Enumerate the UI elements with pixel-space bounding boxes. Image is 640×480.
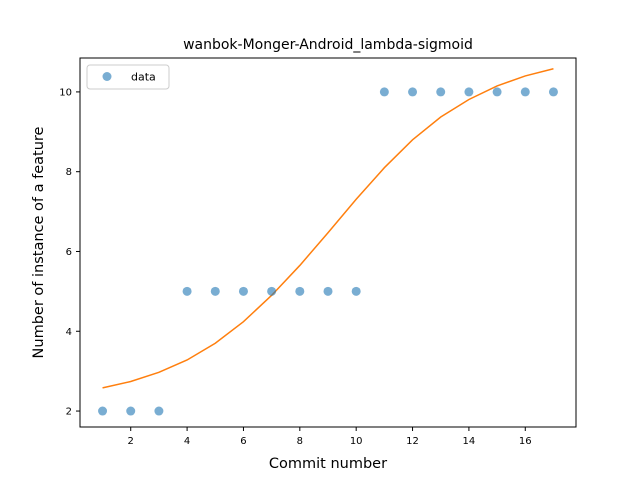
data-point	[408, 87, 418, 97]
plot-frame	[79, 57, 577, 428]
data-point	[267, 286, 277, 296]
data-point	[379, 87, 389, 97]
plot-area	[80, 58, 576, 427]
data-point	[464, 87, 474, 97]
legend-label-data: data	[131, 71, 156, 84]
data-point	[238, 286, 248, 296]
y-tick-label: 4	[66, 327, 72, 338]
x-tick-label: 16	[519, 436, 532, 447]
data-point	[210, 286, 220, 296]
chart-title: wanbok-Monger-Android_lambda-sigmoid	[183, 37, 473, 53]
data-points-layer	[98, 87, 558, 416]
x-axis: 2 4 6 8 10 12 14 16	[128, 427, 532, 447]
legend: data	[86, 64, 170, 90]
data-point	[436, 87, 446, 97]
x-tick-label: 4	[184, 436, 190, 447]
x-tick-label: 10	[350, 436, 363, 447]
data-point	[126, 406, 136, 416]
fit-line	[102, 68, 554, 389]
x-axis-label: Commit number	[269, 456, 387, 472]
data-point	[351, 286, 361, 296]
y-tick-label: 8	[66, 167, 72, 178]
data-point	[182, 286, 192, 296]
legend-box	[86, 64, 170, 90]
data-point	[323, 286, 333, 296]
fit-line-layer	[102, 68, 554, 389]
x-tick-label: 14	[463, 436, 476, 447]
data-point	[295, 286, 305, 296]
legend-marker-data	[102, 72, 112, 81]
y-axis: 2 4 6 8 10	[59, 87, 80, 418]
y-tick-label: 2	[66, 407, 72, 418]
y-axis-label: Number of instance of a feature	[31, 126, 47, 358]
x-tick-label: 2	[128, 436, 134, 447]
y-tick-label: 6	[66, 247, 72, 258]
data-point	[154, 406, 164, 416]
data-point	[492, 87, 502, 97]
x-tick-label: 8	[297, 436, 303, 447]
y-tick-label: 10	[59, 87, 72, 98]
data-point	[520, 87, 530, 97]
x-tick-label: 12	[406, 436, 419, 447]
data-point	[548, 87, 558, 97]
data-point	[98, 406, 108, 416]
x-tick-label: 6	[240, 436, 246, 447]
